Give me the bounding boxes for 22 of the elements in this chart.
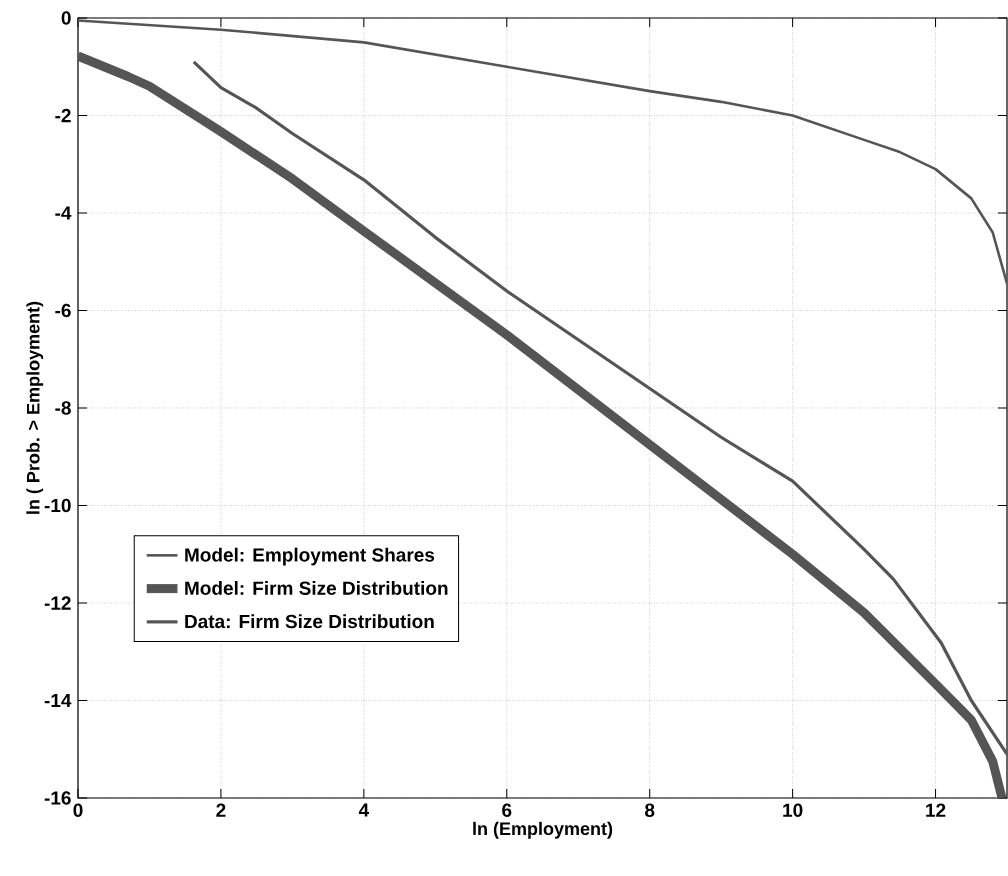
x-tick-label: 2 [216,803,226,817]
legend-label: Data: Firm Size Distribution [185,614,434,629]
x-tick-label: 10 [783,803,803,817]
legend-label: Model: Firm Size Distribution [185,580,448,595]
x-tick-label: 4 [358,803,370,817]
y-tick-label: -2 [55,108,71,123]
x-axis-title: ln (Employment) [473,821,613,839]
y-tick-label: 0 [61,11,71,25]
x-tick-label: 6 [502,803,512,817]
y-axis-title: ln ( Prob. > Employment) [26,301,44,514]
x-tick-label: 0 [73,803,83,817]
y-tick-label: -4 [55,206,72,220]
y-tick-label: -14 [44,693,72,708]
line-series [78,19,1008,285]
y-tick-label: -12 [44,596,71,610]
legend-label: Model: Employment Shares [185,547,435,566]
y-tick-label: -8 [55,401,71,415]
x-tick-label: 8 [645,803,655,817]
y-tick-label: -16 [44,791,71,805]
y-tick-label: -6 [55,303,71,318]
x-tick-label: 12 [926,803,946,817]
y-tick-label: -10 [44,498,71,513]
